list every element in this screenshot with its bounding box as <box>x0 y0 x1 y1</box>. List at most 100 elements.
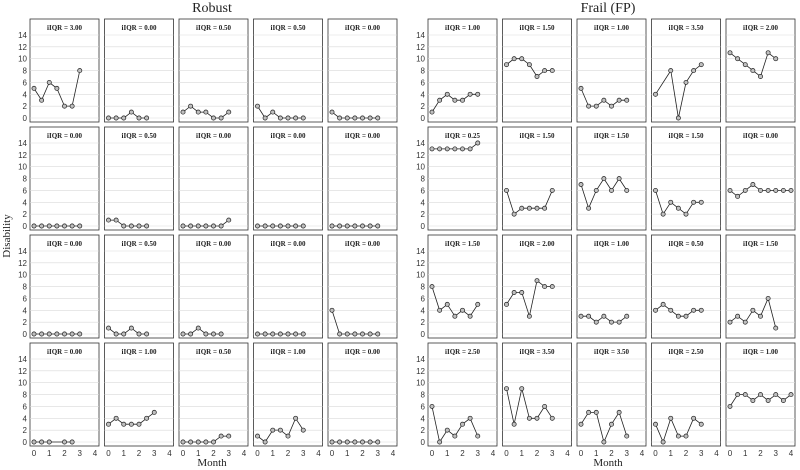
data-point <box>691 199 697 205</box>
data-point <box>270 427 276 433</box>
data-point <box>624 187 630 193</box>
x-tick-label: 4 <box>242 449 247 458</box>
data-point <box>437 97 443 103</box>
data-point <box>519 290 525 295</box>
data-point <box>668 199 674 205</box>
panel-label: iIQR = 0.00 <box>196 240 231 248</box>
data-point <box>106 421 111 427</box>
y-tick-label: 0 <box>23 222 28 231</box>
data-point <box>593 319 599 325</box>
y-tick-label: 8 <box>23 175 28 184</box>
y-tick-label: 6 <box>421 186 426 195</box>
y-tick-label: 2 <box>421 210 426 219</box>
chart-panel: iIQR = 1.50 <box>725 234 796 339</box>
data-point <box>444 301 450 307</box>
x-tick-label: 3 <box>625 449 630 458</box>
y-tick-label: 6 <box>23 294 28 303</box>
data-point <box>542 403 548 409</box>
data-point <box>195 223 201 229</box>
data-point <box>460 307 465 313</box>
x-tick-label: 1 <box>594 449 599 458</box>
data-point <box>270 331 276 337</box>
panel-label: iIQR = 0.50 <box>196 348 231 356</box>
data-point <box>106 217 111 223</box>
chart-panel: iIQR = 0.00 <box>327 126 398 231</box>
chart-panel: iIQR = 0.50 0 1 2 3 4 <box>178 342 249 458</box>
data-point <box>735 313 741 319</box>
data-point <box>742 62 748 68</box>
data-point <box>352 223 358 229</box>
chart-panel: iIQR = 2.00 <box>725 18 796 123</box>
data-point <box>329 307 335 313</box>
data-point <box>69 439 75 445</box>
y-tick-label: 8 <box>23 67 28 76</box>
data-point <box>773 392 779 398</box>
data-point <box>542 284 548 290</box>
x-tick-label: 2 <box>360 449 365 458</box>
chart-panel: iIQR = 0.00 <box>725 126 796 231</box>
x-tick-label: 3 <box>550 449 555 458</box>
data-point <box>188 223 194 229</box>
chart-panel: iIQR = 0.50 <box>253 18 323 123</box>
data-point <box>69 331 75 337</box>
data-point <box>593 409 599 415</box>
x-tick-label: 3 <box>476 449 481 458</box>
data-point <box>188 103 194 109</box>
data-point <box>616 319 622 325</box>
data-point <box>660 301 666 307</box>
data-point <box>788 392 794 398</box>
data-point <box>367 439 373 445</box>
y-tick-label: 0 <box>23 438 28 447</box>
data-point <box>180 223 186 229</box>
data-point <box>255 103 260 109</box>
data-point <box>360 331 365 337</box>
panel-label: iIQR = 2.00 <box>743 24 778 32</box>
data-point <box>765 50 771 56</box>
panel-label: iIQR = 0.00 <box>345 24 380 32</box>
chart-panel: iIQR = 3.00 0 2 4 6 8 10 12 14 <box>18 18 100 123</box>
data-point <box>151 409 157 415</box>
y-tick-label: 12 <box>18 43 27 52</box>
data-point <box>429 403 435 409</box>
data-point <box>136 421 142 427</box>
panel-label: iIQR = 3.50 <box>520 348 555 356</box>
data-point <box>39 331 45 337</box>
data-point <box>526 313 532 319</box>
data-point <box>511 211 517 217</box>
group-title-robust: Robust <box>192 1 232 16</box>
panel-label: iIQR = 1.50 <box>445 240 480 248</box>
data-point <box>293 115 299 121</box>
x-tick-label: 2 <box>286 449 291 458</box>
data-point <box>758 313 763 319</box>
data-point <box>113 331 119 337</box>
data-point <box>586 409 592 415</box>
x-tick-label: 4 <box>714 449 719 458</box>
data-point <box>452 146 458 152</box>
data-point <box>675 313 681 319</box>
data-point <box>691 415 697 421</box>
data-point <box>452 313 458 319</box>
data-point <box>188 439 194 445</box>
data-point <box>653 91 658 97</box>
data-point <box>727 403 733 409</box>
data-point <box>300 223 306 229</box>
data-point <box>504 301 509 307</box>
x-tick-label: 3 <box>376 449 381 458</box>
data-point <box>504 187 509 193</box>
panel-label: iIQR = 1.00 <box>743 348 778 356</box>
data-point <box>144 415 150 421</box>
data-point <box>285 115 291 121</box>
y-tick-label: 8 <box>421 283 426 292</box>
y-tick-label: 10 <box>416 271 425 280</box>
x-tick-label: 4 <box>640 449 645 458</box>
panel-label: iIQR = 3.50 <box>669 24 704 32</box>
y-tick-label: 10 <box>18 379 27 388</box>
panel-label: iIQR = 0.00 <box>47 348 82 356</box>
y-tick-label: 4 <box>23 90 28 99</box>
data-point <box>203 439 209 445</box>
data-point <box>609 421 614 427</box>
panel-label: iIQR = 0.50 <box>196 24 231 32</box>
data-point <box>526 205 532 211</box>
